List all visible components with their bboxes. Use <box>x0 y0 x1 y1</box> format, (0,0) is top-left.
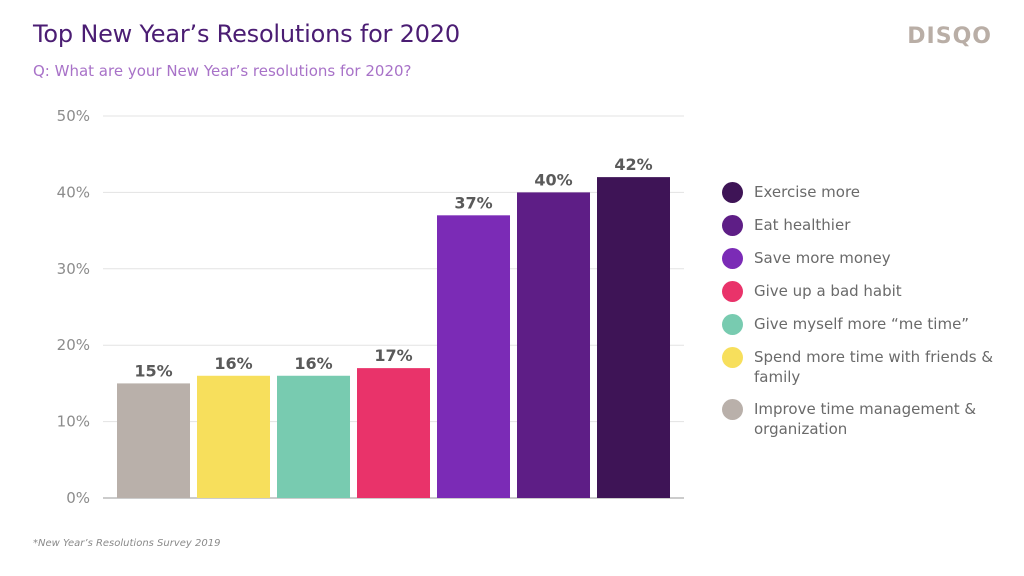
legend-swatch <box>722 399 743 420</box>
y-tick-label: 10% <box>57 413 90 431</box>
legend-label: Spend more time with friends & family <box>754 348 994 386</box>
legend-swatch <box>722 347 743 368</box>
bar-value-label: 17% <box>374 346 412 365</box>
legend-label: Eat healthier <box>754 216 851 234</box>
bar-value-label: 16% <box>214 354 252 373</box>
legend-item: Give myself more “me time” <box>722 314 1012 335</box>
y-tick-label: 0% <box>66 489 90 507</box>
bar-value-label: 15% <box>134 361 172 380</box>
bar-value-label: 16% <box>294 354 332 373</box>
legend-swatch <box>722 281 743 302</box>
bar-value-label: 37% <box>454 193 492 212</box>
bar <box>437 215 510 498</box>
legend-swatch <box>722 182 743 203</box>
legend-item: Eat healthier <box>722 215 1012 236</box>
bar <box>357 368 430 498</box>
legend-label: Give myself more “me time” <box>754 315 970 333</box>
legend-label: Exercise more <box>754 183 861 201</box>
disqo-logo: DISQO <box>907 24 992 49</box>
y-tick-label: 50% <box>57 107 90 125</box>
bar <box>197 375 270 498</box>
chart-title: Top New Year’s Resolutions for 2020 <box>33 20 460 48</box>
legend-label: Give up a bad habit <box>754 282 902 300</box>
y-tick-label: 20% <box>57 336 90 354</box>
bar <box>517 192 590 498</box>
legend-swatch <box>722 215 743 236</box>
bar <box>277 375 350 498</box>
legend-label: Improve time management & organization <box>754 400 977 438</box>
legend-item: Save more money <box>722 248 1012 269</box>
legend-label: Save more money <box>754 249 891 267</box>
y-tick-label: 40% <box>57 183 90 201</box>
legend-swatch <box>722 248 743 269</box>
legend-swatch <box>722 314 743 335</box>
chart-subtitle: Q: What are your New Year’s resolutions … <box>33 62 412 80</box>
bar <box>597 177 670 498</box>
y-tick-label: 30% <box>57 260 90 278</box>
bar-value-label: 40% <box>534 170 572 189</box>
bar <box>117 383 190 498</box>
chart-legend: Exercise more Eat healthier Save more mo… <box>722 182 1012 451</box>
bar-value-label: 42% <box>614 155 652 174</box>
legend-item: Give up a bad habit <box>722 281 1012 302</box>
footnote: *New Year’s Resolutions Survey 2019 <box>33 538 221 549</box>
legend-item: Improve time management & organization <box>722 399 1012 439</box>
legend-item: Exercise more <box>722 182 1012 203</box>
legend-item: Spend more time with friends & family <box>722 347 1012 387</box>
